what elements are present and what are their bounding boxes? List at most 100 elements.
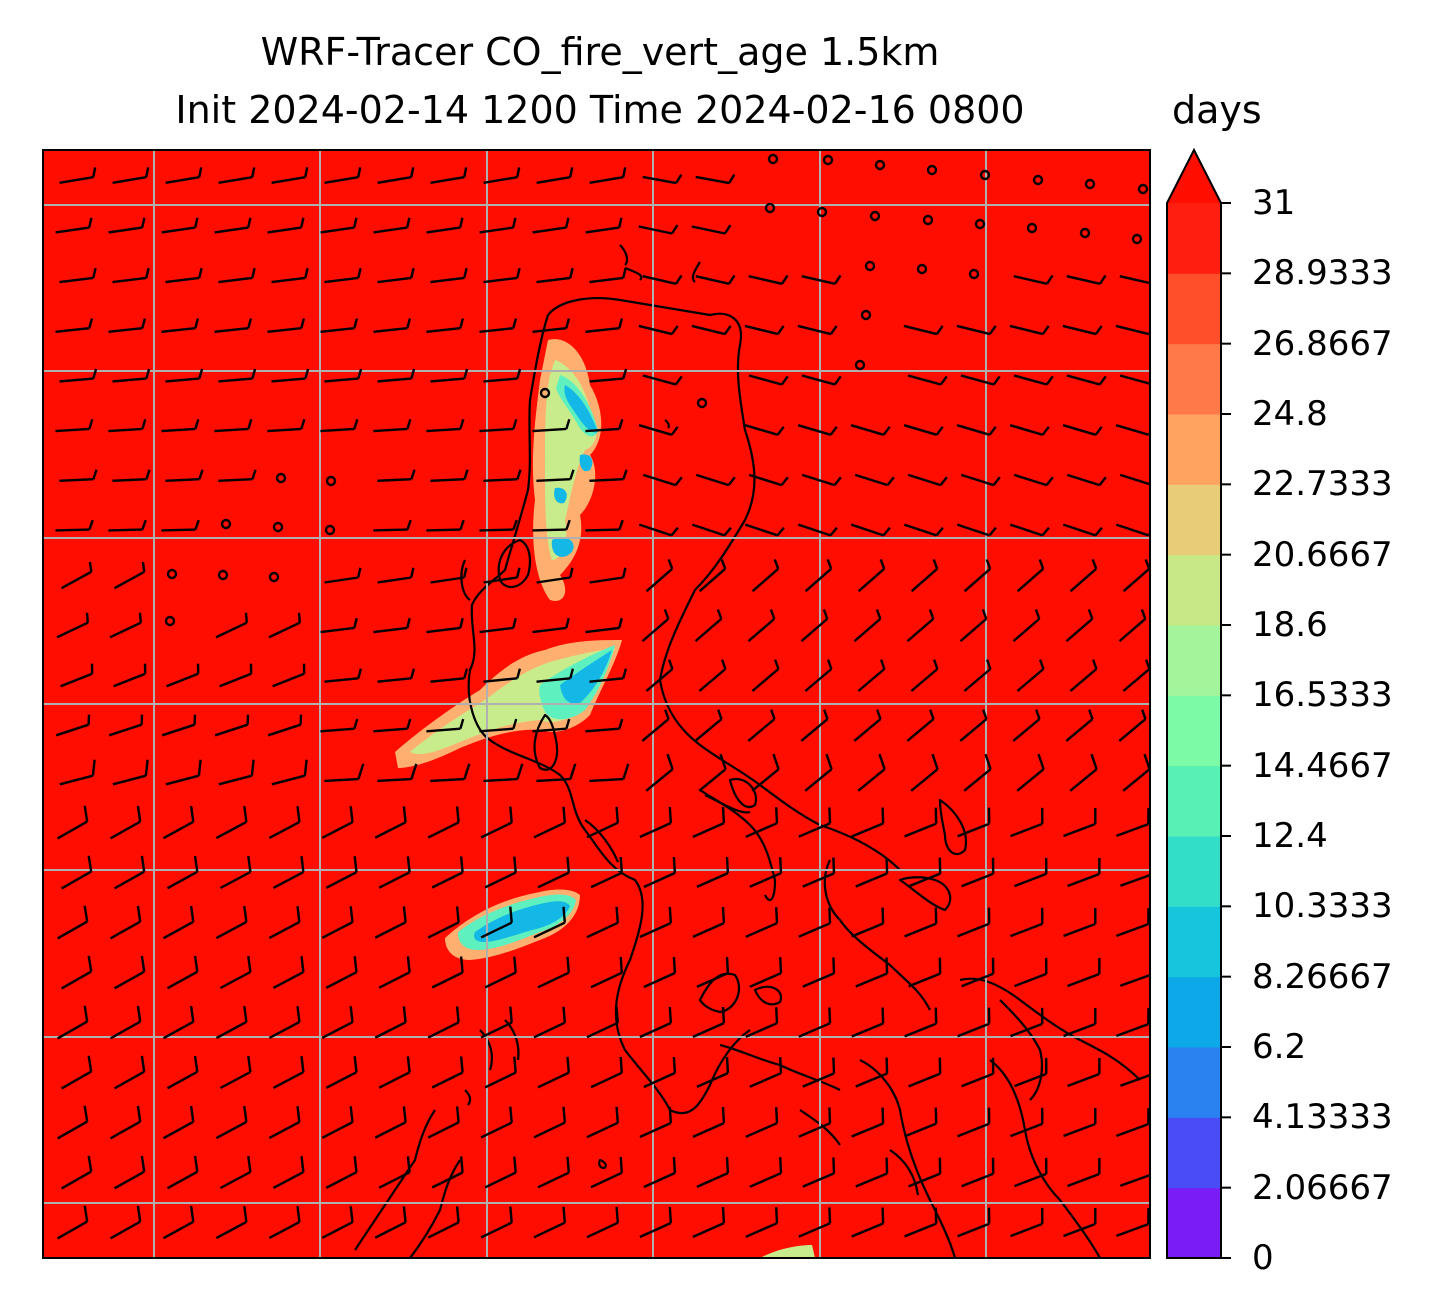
wind-barb bbox=[802, 957, 836, 988]
wind-barb bbox=[1119, 275, 1150, 285]
wind-barb bbox=[1013, 274, 1054, 285]
wind-barb bbox=[907, 473, 948, 487]
wind-barb bbox=[1014, 957, 1048, 988]
wind-barb bbox=[215, 1105, 248, 1140]
calm-wind-marker bbox=[764, 202, 776, 214]
wind-barb bbox=[589, 567, 627, 584]
colorbar-band bbox=[1167, 484, 1221, 556]
wind-barb bbox=[1119, 473, 1150, 486]
colorbar-band bbox=[1167, 906, 1221, 978]
wind-barb bbox=[59, 368, 98, 383]
wind-barb bbox=[1119, 973, 1150, 987]
wind-barb bbox=[59, 267, 97, 284]
wind-barb bbox=[373, 418, 412, 433]
wind-barb bbox=[1012, 709, 1041, 742]
wind-barb bbox=[798, 807, 832, 838]
colorbar-tick-label: 0 bbox=[1252, 1238, 1274, 1278]
wind-barb bbox=[800, 709, 829, 742]
wind-barb bbox=[165, 469, 204, 482]
wind-barb bbox=[956, 523, 997, 537]
wind-barb bbox=[851, 1107, 885, 1138]
wind-barb bbox=[907, 374, 948, 386]
wind-barb bbox=[691, 224, 732, 235]
calm-wind-marker bbox=[539, 387, 551, 399]
wind-barb bbox=[218, 167, 256, 184]
wind-barb bbox=[113, 663, 147, 688]
colorbar-band bbox=[1167, 203, 1221, 274]
wind-barb bbox=[963, 558, 992, 593]
wind-barb bbox=[112, 267, 150, 284]
wind-barb bbox=[165, 167, 203, 184]
wind-barb bbox=[1013, 374, 1054, 386]
wind-barb bbox=[427, 1206, 460, 1239]
wind-barb bbox=[643, 856, 677, 889]
wind-barb bbox=[268, 906, 301, 939]
wind-barb bbox=[903, 324, 944, 336]
wind-barb bbox=[533, 1006, 566, 1039]
wind-barb bbox=[692, 1007, 726, 1038]
wind-barb bbox=[479, 217, 517, 234]
wind-barb bbox=[801, 473, 842, 487]
wind-barb bbox=[1066, 374, 1107, 386]
calm-wind-marker bbox=[696, 397, 708, 409]
colorbar-tick-label: 4.13333 bbox=[1252, 1097, 1393, 1138]
wind-barb bbox=[590, 956, 623, 989]
wind-barb bbox=[112, 469, 151, 482]
colorbar-band bbox=[1167, 414, 1221, 485]
colorbar-band bbox=[1167, 1187, 1221, 1259]
colorbar-band bbox=[1167, 695, 1221, 767]
colorbar-tick-label: 12.4 bbox=[1252, 816, 1328, 856]
wind-barb bbox=[59, 167, 97, 184]
wind-barb bbox=[374, 1206, 407, 1239]
wind-barb bbox=[643, 956, 677, 989]
wind-barb bbox=[114, 955, 146, 990]
wind-barb bbox=[537, 956, 570, 989]
wind-barb bbox=[589, 469, 628, 482]
wind-barb bbox=[802, 1057, 836, 1088]
colorbar-band bbox=[1167, 1047, 1221, 1118]
wind-barb bbox=[268, 612, 301, 639]
wind-barb bbox=[804, 659, 833, 692]
wind-barb bbox=[589, 267, 627, 284]
wind-barb bbox=[536, 469, 575, 482]
wind-barb bbox=[537, 856, 570, 889]
wind-barb bbox=[1066, 274, 1107, 285]
colorbar-band bbox=[1167, 273, 1221, 345]
wind-barb bbox=[853, 609, 882, 643]
wind-barb bbox=[430, 267, 468, 284]
wind-barb bbox=[484, 856, 517, 889]
wind-barb bbox=[320, 318, 359, 333]
calm-wind-marker bbox=[1131, 233, 1143, 245]
wind-barb bbox=[851, 807, 885, 838]
colorbar-tick-label: 22.7333 bbox=[1252, 464, 1393, 505]
wind-barb bbox=[692, 1207, 726, 1238]
wind-barb bbox=[427, 806, 460, 839]
wind-barb bbox=[695, 473, 736, 487]
wind-barb bbox=[960, 473, 1001, 487]
wind-barb bbox=[377, 763, 418, 783]
wind-barb bbox=[320, 217, 358, 234]
wind-barb bbox=[1013, 473, 1054, 487]
wind-barb bbox=[804, 558, 833, 593]
wind-barb bbox=[110, 805, 142, 840]
wind-barb bbox=[745, 907, 779, 938]
wind-barb bbox=[645, 659, 674, 692]
wind-barb bbox=[268, 806, 301, 839]
wind-barb bbox=[1010, 907, 1044, 938]
wind-barb bbox=[483, 267, 521, 284]
wind-barb bbox=[1063, 908, 1097, 938]
wind-barb bbox=[959, 609, 988, 643]
wind-barb bbox=[747, 709, 776, 742]
wind-barb bbox=[639, 806, 673, 839]
wind-barb bbox=[219, 855, 252, 890]
wind-barb bbox=[1014, 1057, 1048, 1088]
wind-barb bbox=[589, 668, 628, 683]
wind-barb bbox=[57, 1105, 89, 1140]
wind-barb bbox=[696, 1057, 730, 1088]
wind-barb bbox=[166, 855, 199, 890]
calm-wind-marker bbox=[1032, 174, 1044, 186]
wind-barb bbox=[219, 1055, 252, 1090]
colorbar-band bbox=[1167, 343, 1221, 415]
wind-barb bbox=[431, 1156, 464, 1189]
